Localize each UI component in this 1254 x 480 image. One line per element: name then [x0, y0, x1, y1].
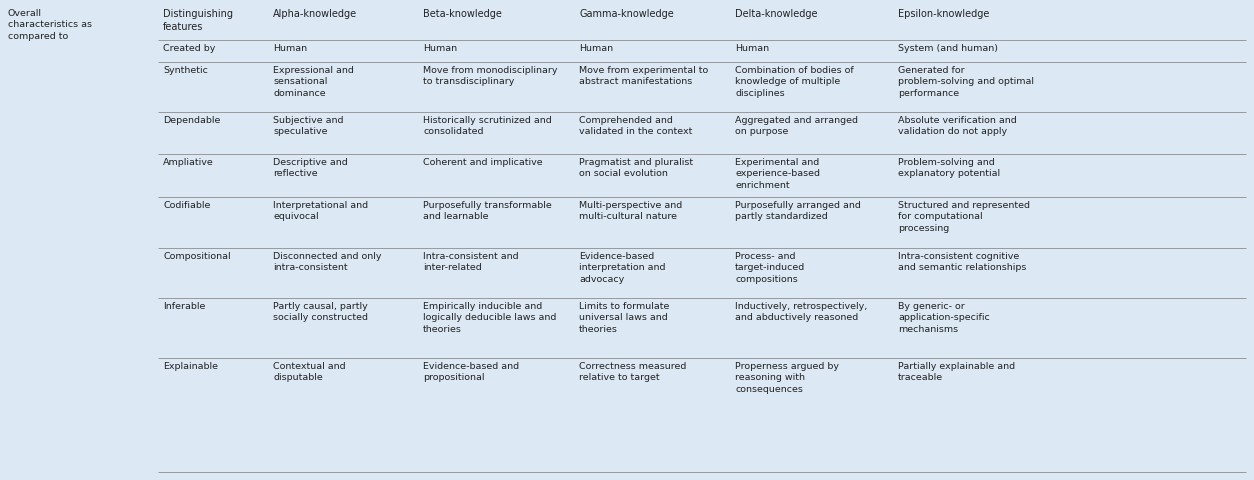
Text: Process- and
target-induced
compositions: Process- and target-induced compositions — [735, 252, 805, 284]
Text: Move from monodisciplinary
to transdisciplinary: Move from monodisciplinary to transdisci… — [423, 66, 558, 86]
Text: Properness argued by
reasoning with
consequences: Properness argued by reasoning with cons… — [735, 362, 839, 394]
Text: Subjective and
speculative: Subjective and speculative — [273, 116, 344, 136]
Text: Correctness measured
relative to target: Correctness measured relative to target — [579, 362, 686, 383]
Text: Beta-knowledge: Beta-knowledge — [423, 9, 502, 19]
Text: Intra-consistent and
inter-related: Intra-consistent and inter-related — [423, 252, 519, 273]
Text: Human: Human — [579, 44, 613, 53]
Text: Overall
characteristics as
compared to: Overall characteristics as compared to — [8, 9, 92, 41]
Text: Codifiable: Codifiable — [163, 201, 211, 210]
Text: Distinguishing
features: Distinguishing features — [163, 9, 233, 32]
Text: Human: Human — [423, 44, 458, 53]
Text: System (and human): System (and human) — [898, 44, 998, 53]
Text: Evidence-based and
propositional: Evidence-based and propositional — [423, 362, 519, 383]
Text: Inferable: Inferable — [163, 302, 206, 311]
Text: Empirically inducible and
logically deducible laws and
theories: Empirically inducible and logically dedu… — [423, 302, 557, 334]
Text: Evidence-based
interpretation and
advocacy: Evidence-based interpretation and advoca… — [579, 252, 666, 284]
Text: Compositional: Compositional — [163, 252, 231, 261]
Text: Human: Human — [273, 44, 307, 53]
Text: Ampliative: Ampliative — [163, 158, 213, 167]
Text: Synthetic: Synthetic — [163, 66, 208, 75]
Text: Multi-perspective and
multi-cultural nature: Multi-perspective and multi-cultural nat… — [579, 201, 682, 221]
Text: Interpretational and
equivocal: Interpretational and equivocal — [273, 201, 369, 221]
Text: Contextual and
disputable: Contextual and disputable — [273, 362, 346, 383]
Text: Combination of bodies of
knowledge of multiple
disciplines: Combination of bodies of knowledge of mu… — [735, 66, 854, 98]
Text: Intra-consistent cognitive
and semantic relationships: Intra-consistent cognitive and semantic … — [898, 252, 1026, 273]
Text: By generic- or
application-specific
mechanisms: By generic- or application-specific mech… — [898, 302, 989, 334]
Text: Move from experimental to
abstract manifestations: Move from experimental to abstract manif… — [579, 66, 709, 86]
Text: Limits to formulate
universal laws and
theories: Limits to formulate universal laws and t… — [579, 302, 670, 334]
Text: Coherent and implicative: Coherent and implicative — [423, 158, 543, 167]
Text: Absolute verification and
validation do not apply: Absolute verification and validation do … — [898, 116, 1017, 136]
Text: Gamma-knowledge: Gamma-knowledge — [579, 9, 673, 19]
Text: Delta-knowledge: Delta-knowledge — [735, 9, 818, 19]
Text: Purposefully arranged and
partly standardized: Purposefully arranged and partly standar… — [735, 201, 861, 221]
Text: Dependable: Dependable — [163, 116, 221, 125]
Text: Disconnected and only
intra-consistent: Disconnected and only intra-consistent — [273, 252, 381, 273]
Text: Alpha-knowledge: Alpha-knowledge — [273, 9, 357, 19]
Text: Historically scrutinized and
consolidated: Historically scrutinized and consolidate… — [423, 116, 552, 136]
Text: Partially explainable and
traceable: Partially explainable and traceable — [898, 362, 1016, 383]
Text: Purposefully transformable
and learnable: Purposefully transformable and learnable — [423, 201, 552, 221]
Text: Problem-solving and
explanatory potential: Problem-solving and explanatory potentia… — [898, 158, 1001, 179]
Text: Descriptive and
reflective: Descriptive and reflective — [273, 158, 347, 179]
Text: Comprehended and
validated in the context: Comprehended and validated in the contex… — [579, 116, 692, 136]
Text: Inductively, retrospectively,
and abductively reasoned: Inductively, retrospectively, and abduct… — [735, 302, 868, 323]
Text: Structured and represented
for computational
processing: Structured and represented for computati… — [898, 201, 1030, 233]
Text: Explainable: Explainable — [163, 362, 218, 371]
Text: Partly causal, partly
socially constructed: Partly causal, partly socially construct… — [273, 302, 367, 323]
Text: Human: Human — [735, 44, 769, 53]
Text: Expressional and
sensational
dominance: Expressional and sensational dominance — [273, 66, 354, 98]
Text: Epsilon-knowledge: Epsilon-knowledge — [898, 9, 989, 19]
Text: Generated for
problem-solving and optimal
performance: Generated for problem-solving and optima… — [898, 66, 1035, 98]
Text: Created by: Created by — [163, 44, 216, 53]
Text: Pragmatist and pluralist
on social evolution: Pragmatist and pluralist on social evolu… — [579, 158, 693, 179]
Text: Experimental and
experience-based
enrichment: Experimental and experience-based enrich… — [735, 158, 820, 190]
Text: Aggregated and arranged
on purpose: Aggregated and arranged on purpose — [735, 116, 858, 136]
